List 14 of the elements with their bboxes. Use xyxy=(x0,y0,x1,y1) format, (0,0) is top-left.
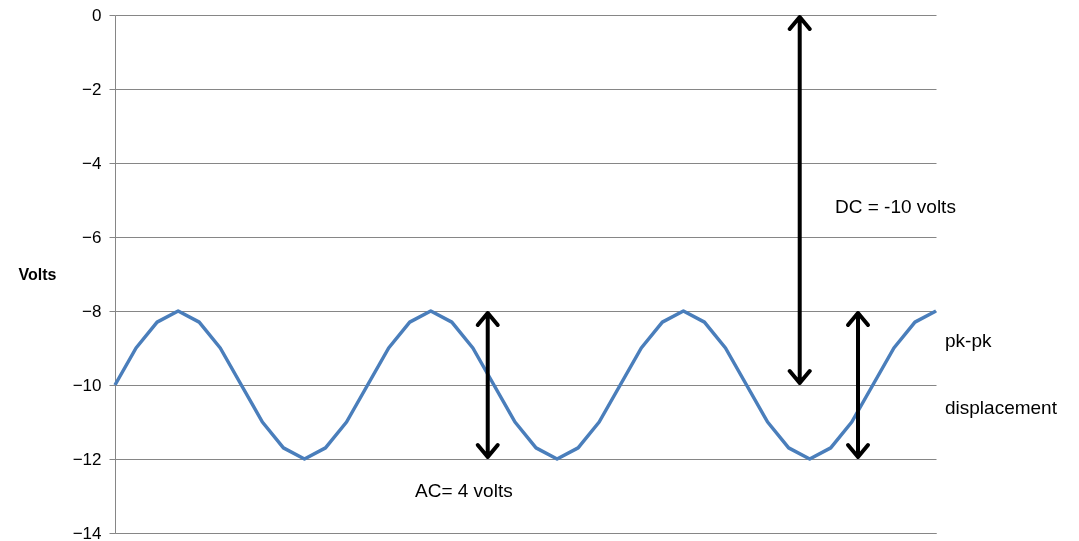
y-tick-label: −8 xyxy=(82,301,102,321)
y-tick-label: −4 xyxy=(82,153,102,173)
annotation: DC = -10 volts xyxy=(835,196,956,218)
y-tick-label: −10 xyxy=(72,375,102,395)
y-tick-label: −12 xyxy=(72,449,102,469)
text: displacement xyxy=(945,397,1057,419)
text: pk-pk xyxy=(945,330,992,352)
y-tick-label: −14 xyxy=(72,523,102,541)
y-axis-title: Volts xyxy=(18,265,57,283)
annotation: AC= 4 volts xyxy=(415,480,513,502)
y-tick-label: −6 xyxy=(82,227,102,247)
y-tick-label: −2 xyxy=(82,79,102,99)
y-tick-label: 0 xyxy=(92,5,102,25)
line-series xyxy=(113,309,938,461)
